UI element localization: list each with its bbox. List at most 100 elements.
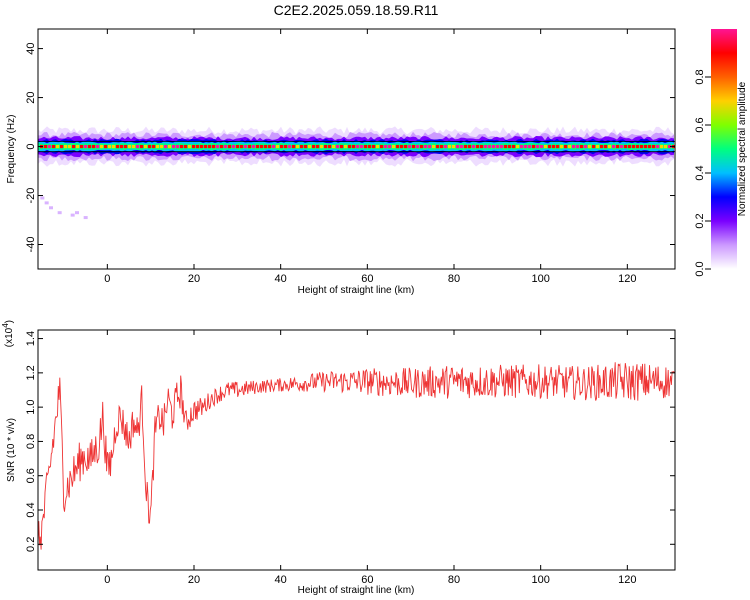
- peak-cell: [260, 144, 264, 149]
- peak-cell: [112, 144, 116, 149]
- chart-title: C2E2.2025.059.18.59.R11: [274, 2, 439, 18]
- peak-cell: [180, 144, 184, 149]
- peak-cell: [580, 144, 584, 149]
- y-tick-label: 20: [25, 91, 37, 103]
- peak-cell: [608, 144, 612, 149]
- peak-cell: [268, 144, 272, 149]
- peak-cell: [588, 144, 592, 149]
- peak-cell: [352, 144, 356, 149]
- peak-cell: [436, 144, 440, 149]
- peak-cell: [368, 144, 372, 149]
- peak-cell: [376, 144, 380, 149]
- peak-cell: [628, 144, 632, 149]
- peak-cell: [300, 144, 304, 149]
- spectrogram-band: [38, 126, 675, 167]
- peak-cell: [192, 144, 196, 149]
- peak-cell: [380, 144, 384, 149]
- peak-cell: [612, 144, 616, 149]
- x-tick-label: 20: [188, 273, 200, 285]
- peak-cell: [44, 144, 48, 149]
- peak-cell: [200, 144, 204, 149]
- peak-cell: [68, 144, 72, 149]
- peak-cell: [648, 144, 652, 149]
- peak-cell: [96, 144, 100, 149]
- peak-cell: [108, 144, 112, 149]
- peak-cell: [148, 144, 152, 149]
- peak-cell: [500, 144, 504, 149]
- peak-cell: [188, 144, 192, 149]
- peak-cell: [104, 144, 108, 149]
- peak-cell: [464, 144, 468, 149]
- peak-cell: [328, 144, 332, 149]
- peak-cell: [312, 144, 316, 149]
- y-multiplier: (x104): [1, 320, 15, 347]
- y-tick-label: 0.8: [25, 434, 37, 449]
- peak-cell: [224, 144, 228, 149]
- colorbar-tick-label: 0.4: [694, 165, 706, 180]
- peak-cell: [560, 144, 564, 149]
- peak-cell: [508, 144, 512, 149]
- peak-cell: [360, 144, 364, 149]
- x-tick-label: 40: [275, 273, 287, 285]
- peak-cell: [496, 144, 500, 149]
- peak-cell: [544, 144, 548, 149]
- scatter-point: [49, 206, 53, 210]
- peak-cell: [120, 144, 124, 149]
- peak-cell: [56, 144, 60, 149]
- colorbar-tick-label: 0.6: [694, 117, 706, 132]
- peak-cell: [640, 144, 644, 149]
- x-tick-label: 60: [361, 574, 373, 586]
- peak-cell: [448, 144, 452, 149]
- x-tick-label: 120: [618, 574, 636, 586]
- peak-cell: [456, 144, 460, 149]
- peak-cell: [244, 144, 248, 149]
- peak-cell: [92, 144, 96, 149]
- y-tick-label: 0.2: [25, 537, 37, 552]
- peak-cell: [420, 144, 424, 149]
- peak-cell: [384, 144, 388, 149]
- scatter-point: [83, 216, 88, 220]
- peak-cell: [284, 144, 288, 149]
- peak-cell: [520, 144, 524, 149]
- peak-cell: [232, 144, 236, 149]
- peak-cell: [428, 144, 432, 149]
- peak-cell: [460, 144, 464, 149]
- peak-cell: [164, 144, 168, 149]
- peak-cell: [172, 144, 176, 149]
- peak-cell: [248, 144, 252, 149]
- peak-cell: [552, 144, 556, 149]
- scatter-point: [57, 211, 62, 215]
- peak-cell: [624, 144, 628, 149]
- peak-cell: [492, 144, 496, 149]
- y-tick-label: 1.4: [25, 331, 37, 346]
- peak-cell: [336, 144, 340, 149]
- peak-cell: [372, 144, 376, 149]
- peak-cell: [220, 144, 224, 149]
- peak-cell: [100, 144, 104, 149]
- peak-cell: [412, 144, 416, 149]
- peak-cell: [160, 144, 164, 149]
- peak-cell: [76, 144, 80, 149]
- peak-cell: [308, 144, 312, 149]
- peak-cell: [484, 144, 488, 149]
- x-tick-label: 80: [448, 273, 460, 285]
- peak-cell: [620, 144, 624, 149]
- peak-cell: [296, 144, 300, 149]
- peak-cell: [240, 144, 244, 149]
- peak-cell: [524, 144, 528, 149]
- y-tick-label: 0.6: [25, 468, 37, 483]
- peak-cell: [440, 144, 444, 149]
- peak-cell: [472, 144, 476, 149]
- y-tick-label: -20: [25, 188, 37, 204]
- peak-cell: [176, 144, 180, 149]
- peak-cell: [168, 144, 172, 149]
- peak-cell: [656, 144, 660, 149]
- plot-frame: [37, 28, 676, 270]
- peak-cell: [64, 144, 68, 149]
- peak-cell: [476, 144, 480, 149]
- peak-cell: [256, 144, 260, 149]
- peak-cell: [548, 144, 552, 149]
- colorbar-tick-label: 0.0: [694, 261, 706, 276]
- scatter-point: [75, 211, 79, 215]
- x-axis-ticks: 0 20 40 60 80 100 120: [104, 330, 637, 586]
